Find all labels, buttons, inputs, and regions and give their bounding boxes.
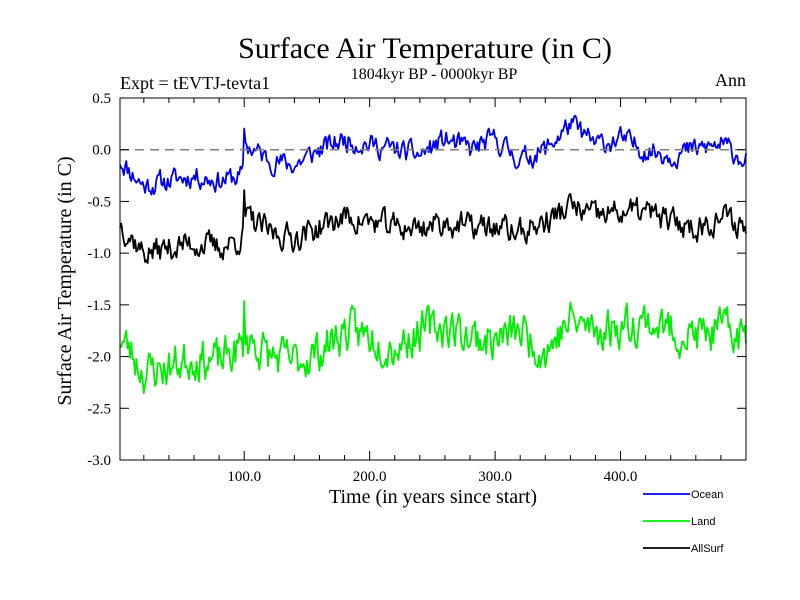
x-tick-label: 400.0 <box>604 469 638 485</box>
x-tick-label: 300.0 <box>478 469 512 485</box>
y-axis-label: Surface Air Temperature (in C) <box>54 156 76 405</box>
y-tick-label: -1.0 <box>87 246 111 262</box>
legend-label-allsurf: AllSurf <box>691 543 724 555</box>
experiment-label: Expt = tEVTJ-tevta1 <box>120 73 270 93</box>
axis-ticks-group: -3.0 -2.5 -2.0 -1.5 -1.0 -0.5 0.0 0.5 100.0 200.0… <box>87 91 746 485</box>
legend-label-ocean: Ocean <box>691 489 723 501</box>
x-axis-label: Time (in years since start) <box>329 486 537 508</box>
y-tick-label: -2.0 <box>87 350 111 366</box>
y-tick-label: -1.5 <box>87 298 111 314</box>
x-tick-label: 100.0 <box>227 469 261 485</box>
y-tick-label: -0.5 <box>87 194 111 210</box>
chart-title: Surface Air Temperature (in C) <box>238 32 612 65</box>
y-tick-label: 0.0 <box>92 143 111 159</box>
series-line-land <box>119 300 747 395</box>
y-tick-label: -2.5 <box>87 401 111 417</box>
plot-area-frame <box>119 97 747 461</box>
series-line-ocean <box>119 114 747 196</box>
x-tick-label: 200.0 <box>353 469 387 485</box>
legend-label-land: Land <box>691 516 715 528</box>
chart-subtitle: 1804kyr BP - 0000kyr BP <box>351 66 518 83</box>
series-line-allsurf <box>119 189 747 264</box>
y-tick-label: 0.5 <box>92 91 111 107</box>
season-label: Ann <box>715 70 746 90</box>
legend: Ocean Land AllSurf <box>643 489 724 555</box>
y-tick-label: -3.0 <box>87 453 111 469</box>
plot-series-group <box>119 114 747 395</box>
